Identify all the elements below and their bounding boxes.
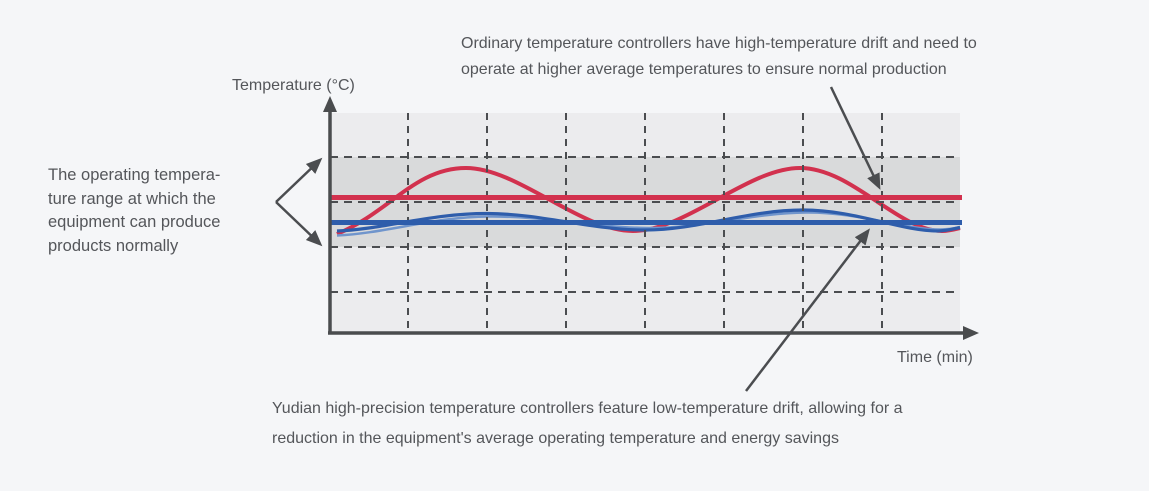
note-line: ture range at which the bbox=[48, 189, 216, 208]
blue-temperature-curve bbox=[336, 208, 961, 233]
note-line: equipment can produce bbox=[48, 213, 221, 231]
note-line: Yudian high-precision temperature contro… bbox=[272, 400, 903, 417]
note-line: reduction in the equipment's average ope… bbox=[272, 430, 839, 447]
operating-range-bracket-arrows bbox=[275, 157, 323, 247]
x-axis-arrowhead bbox=[963, 326, 979, 340]
ordinary-controller-note: Ordinary temperature controllers have hi… bbox=[461, 31, 977, 83]
range-arrow-up bbox=[275, 157, 323, 203]
note-line: products normally bbox=[48, 236, 179, 255]
note-line: operate at higher average temperatures t… bbox=[461, 61, 947, 78]
y-axis-label: Temperature (°C) bbox=[232, 77, 355, 94]
ordinary-note-arrow bbox=[829, 86, 881, 190]
y-axis-arrowhead bbox=[323, 96, 337, 112]
operating-range-note: The operating tempera- ture range at whi… bbox=[48, 164, 220, 258]
range-arrow-down bbox=[275, 201, 323, 247]
note-line: Ordinary temperature controllers have hi… bbox=[461, 35, 977, 52]
yudian-controller-note: Yudian high-precision temperature contro… bbox=[272, 394, 903, 454]
yudian-note-arrow bbox=[745, 228, 870, 392]
x-axis-label: Time (min) bbox=[897, 349, 973, 366]
note-line: The operating tempera- bbox=[48, 166, 221, 184]
